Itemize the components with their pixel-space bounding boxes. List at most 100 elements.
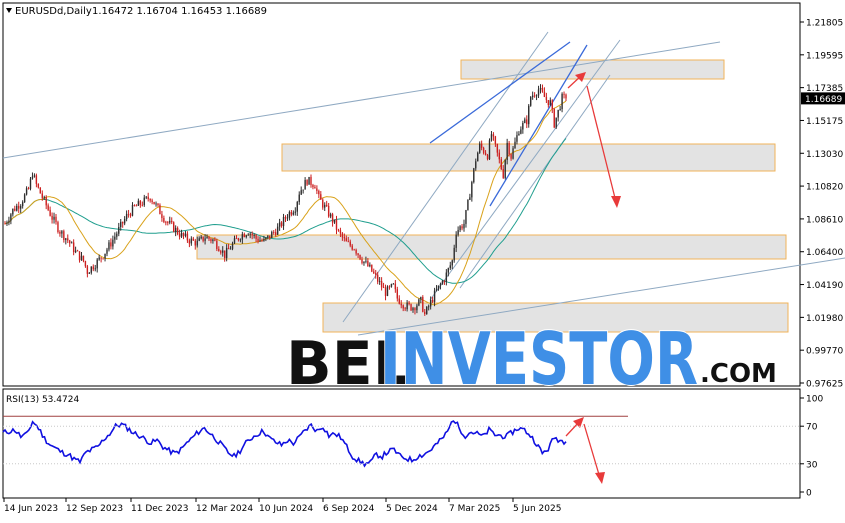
candle-body [496, 143, 499, 153]
price-tick-label: 1.08610 [806, 215, 843, 225]
candle-body [410, 304, 412, 311]
candle-body [355, 249, 357, 254]
candle-body [10, 214, 12, 221]
candle-body [408, 302, 410, 305]
candle-body [204, 238, 206, 241]
candle-body [67, 238, 69, 241]
candle-body [441, 281, 444, 285]
candle-body [404, 308, 406, 310]
candle-body [473, 168, 475, 183]
candle-body [45, 197, 47, 206]
arrow-down-rsi [583, 423, 601, 479]
candle-body [188, 240, 191, 244]
candle-body [500, 159, 502, 169]
symbol-timeframe-label[interactable]: EURUSDd,Daily [15, 6, 92, 17]
candle-body [416, 305, 418, 311]
candle-body [508, 142, 510, 155]
current-price-marker: 1.16689 [801, 92, 845, 105]
long-resistance-line [2, 41, 721, 159]
candle-body [524, 119, 526, 123]
candle-body [402, 305, 404, 309]
long-support-line [357, 257, 845, 336]
candle-body [112, 239, 114, 247]
candle-body [369, 264, 371, 267]
candle-body [218, 249, 220, 252]
candle-body [53, 216, 55, 220]
candle-body [459, 226, 461, 231]
candle-body [335, 219, 338, 230]
candle-body [300, 190, 302, 195]
candle-body [314, 187, 316, 189]
candle-body [241, 234, 244, 240]
candle-body [178, 233, 181, 237]
watermark-part-investor: INVESTOR [380, 317, 698, 401]
candle-body [504, 160, 506, 178]
candle-body [541, 87, 544, 92]
candle-body [212, 239, 214, 242]
candle-body [371, 264, 373, 272]
candle-body [331, 214, 334, 223]
candle-body [51, 215, 53, 220]
candle-body [94, 268, 96, 270]
channel-line-outer [342, 31, 549, 323]
candle-body [414, 308, 416, 311]
candle-body [206, 236, 208, 239]
candle-body [114, 236, 116, 240]
candle-body [522, 122, 524, 130]
candle-body [104, 253, 106, 259]
candle-body [349, 241, 351, 246]
price-tick-label: 1.01980 [806, 314, 843, 324]
candle-body [563, 93, 565, 95]
candle-body [406, 302, 408, 310]
candle-body [547, 100, 550, 106]
ohlc-values: 1.16472 1.16704 1.16453 1.16689 [92, 6, 267, 17]
candle-body [471, 182, 473, 198]
candle-body [63, 231, 65, 240]
rsi-tick-label: 70 [806, 423, 818, 433]
candle-body [518, 133, 520, 136]
candle-body [47, 205, 49, 210]
candle-body [298, 194, 300, 202]
time-tick-label: 12 Mar 2024 [196, 504, 253, 514]
candle-body [375, 273, 377, 275]
candle-body [351, 245, 353, 250]
candle-body [33, 175, 36, 177]
channel-line-lower-2 [459, 74, 611, 289]
candle-body [553, 108, 555, 128]
time-tick-label: 5 Dec 2024 [386, 504, 438, 514]
rsi-line [2, 420, 567, 468]
candle-body [447, 268, 450, 273]
candle-body [453, 247, 455, 261]
symbol-dropdown-icon[interactable] [6, 8, 12, 13]
time-tick-label: 12 Sep 2023 [66, 504, 123, 514]
candle-body [516, 135, 518, 142]
candle-body [153, 201, 155, 205]
candle-body [437, 285, 440, 290]
candle-body [108, 242, 110, 250]
candle-body [59, 231, 61, 234]
candle-body [528, 105, 530, 125]
candle-body [467, 199, 469, 211]
rsi-axis: 100 70 30 0 [3, 395, 823, 499]
arrow-up-rsi-head [573, 417, 584, 428]
candle-body [363, 261, 365, 264]
candle-body [35, 175, 38, 184]
fast-moving-average-line [4, 100, 567, 306]
candle-body [510, 154, 512, 159]
candle-body [426, 306, 428, 314]
arrow-down-rsi-head [595, 472, 605, 484]
candle-body [253, 235, 255, 236]
candle-body [133, 205, 136, 206]
arrow-down-main-head [611, 196, 621, 208]
candle-body [23, 194, 26, 203]
price-tick-label: 1.04190 [806, 281, 843, 291]
resistance-zone-top [460, 59, 725, 80]
candle-body [555, 117, 557, 128]
candle-body [141, 204, 144, 206]
rsi-label: RSI(13) 53.4724 [6, 395, 79, 405]
support-zone-low [322, 302, 789, 333]
candle-body [400, 303, 402, 306]
candle-body [475, 161, 477, 169]
